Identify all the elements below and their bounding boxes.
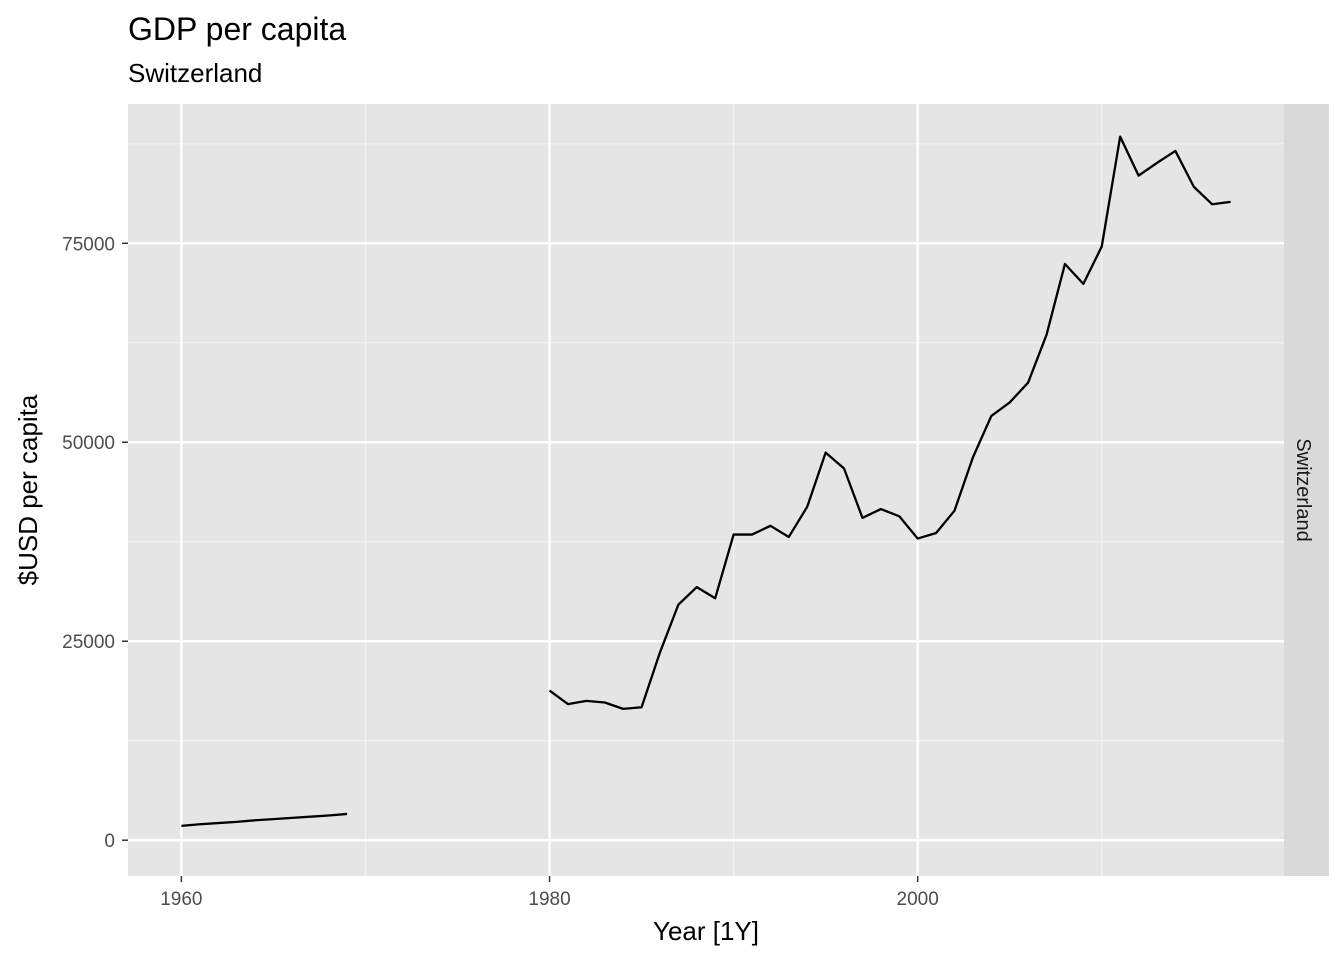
y-tick-label: 0 bbox=[104, 831, 115, 852]
series-layer bbox=[181, 135, 1231, 828]
major-grid bbox=[128, 104, 1284, 876]
x-tick-label: 1980 bbox=[528, 889, 570, 910]
x-axis: 1960 1980 2000 bbox=[160, 876, 939, 910]
chart-title: GDP per capita bbox=[128, 11, 346, 47]
x-axis-title: Year [1Y] bbox=[653, 916, 759, 946]
y-tick-label: 75000 bbox=[62, 234, 115, 255]
x-tick-label: 2000 bbox=[897, 889, 939, 910]
y-axis-title: $USD per capita bbox=[13, 394, 43, 585]
series-line bbox=[548, 135, 1231, 711]
plot-panel bbox=[128, 104, 1284, 876]
facet-strip bbox=[1284, 104, 1329, 876]
x-tick-label: 1960 bbox=[160, 889, 202, 910]
y-axis: 0 25000 50000 75000 bbox=[62, 234, 128, 852]
y-tick-label: 25000 bbox=[62, 632, 115, 653]
facet-strip-label: Switzerland bbox=[1292, 438, 1314, 541]
chart-subtitle: Switzerland bbox=[128, 58, 262, 88]
minor-grid bbox=[128, 104, 1284, 876]
y-tick-label: 50000 bbox=[62, 433, 115, 454]
series-line bbox=[181, 812, 348, 828]
